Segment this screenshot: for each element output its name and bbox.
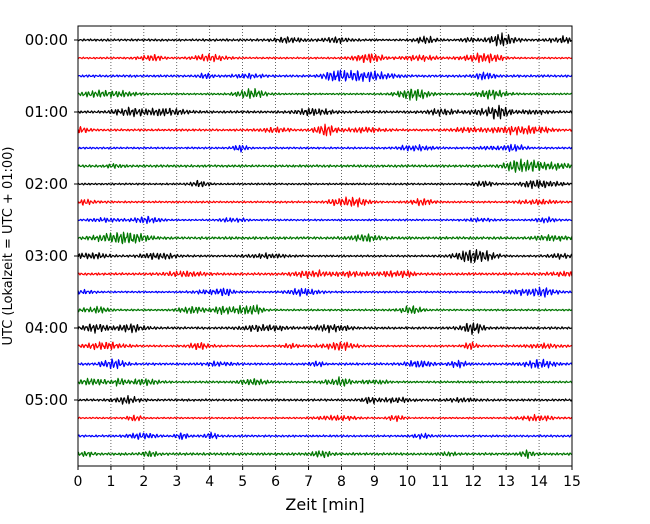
seismic-trace [77, 196, 573, 208]
x-axis-ticks: 0 1 2 3 4 5 6 7 8 9 10 11 12 13 14 15 [74, 466, 581, 490]
seismic-trace [77, 215, 573, 225]
x-tick-label: 13 [497, 474, 515, 490]
x-tick-label: 3 [172, 474, 181, 490]
y-tick-label: 00:00 [25, 31, 68, 49]
seismic-trace [77, 413, 573, 423]
y-tick-label: 03:00 [25, 247, 68, 265]
x-tick-label: 9 [370, 474, 379, 490]
seismic-trace [77, 394, 573, 405]
seismic-trace [77, 158, 573, 173]
seismic-trace [77, 431, 573, 441]
x-tick-label: 0 [74, 474, 83, 490]
seismic-trace [77, 123, 573, 137]
x-tick-label: 8 [337, 474, 346, 490]
y-tick-label: 04:00 [25, 319, 68, 337]
x-tick-label: 12 [464, 474, 482, 490]
seismic-trace [77, 231, 573, 245]
y-axis-ticks: 00:00 01:00 02:00 03:00 04:00 05:00 [25, 31, 78, 409]
x-tick-label: 2 [139, 474, 148, 490]
seismic-trace [77, 104, 573, 120]
plot-background [78, 26, 572, 466]
seismic-trace [77, 322, 573, 335]
x-tick-label: 15 [563, 474, 581, 490]
seismic-trace [77, 358, 573, 370]
grid-layer [110, 26, 540, 466]
seismic-trace [77, 249, 573, 264]
seismic-trace [77, 449, 573, 459]
y-tick-label: 05:00 [25, 391, 68, 409]
x-tick-label: 5 [238, 474, 247, 490]
seismic-trace [77, 69, 573, 83]
seismic-trace [77, 52, 573, 64]
x-tick-label: 4 [205, 474, 214, 490]
x-tick-label: 7 [304, 474, 313, 490]
seismic-trace [77, 143, 573, 153]
seismic-trace [77, 32, 573, 47]
y-tick-label: 02:00 [25, 175, 68, 193]
y-axis-label: UTC (Lokalzeit = UTC + 01:00) [1, 147, 16, 346]
x-tick-label: 6 [271, 474, 280, 490]
seismic-trace [77, 304, 573, 316]
plot-frame [77, 25, 573, 467]
seismic-trace [77, 88, 573, 101]
x-tick-label: 10 [398, 474, 416, 490]
trace-layer [77, 32, 573, 459]
x-tick-label: 1 [106, 474, 115, 490]
seismic-trace [77, 341, 573, 351]
seismic-trace [77, 179, 573, 190]
x-axis-label: Zeit [min] [285, 495, 364, 514]
seismic-trace [77, 376, 573, 387]
seismic-trace [77, 269, 573, 279]
seismic-trace [77, 286, 573, 298]
x-tick-label: 14 [530, 474, 548, 490]
y-tick-label: 01:00 [25, 103, 68, 121]
x-tick-label: 11 [431, 474, 449, 490]
